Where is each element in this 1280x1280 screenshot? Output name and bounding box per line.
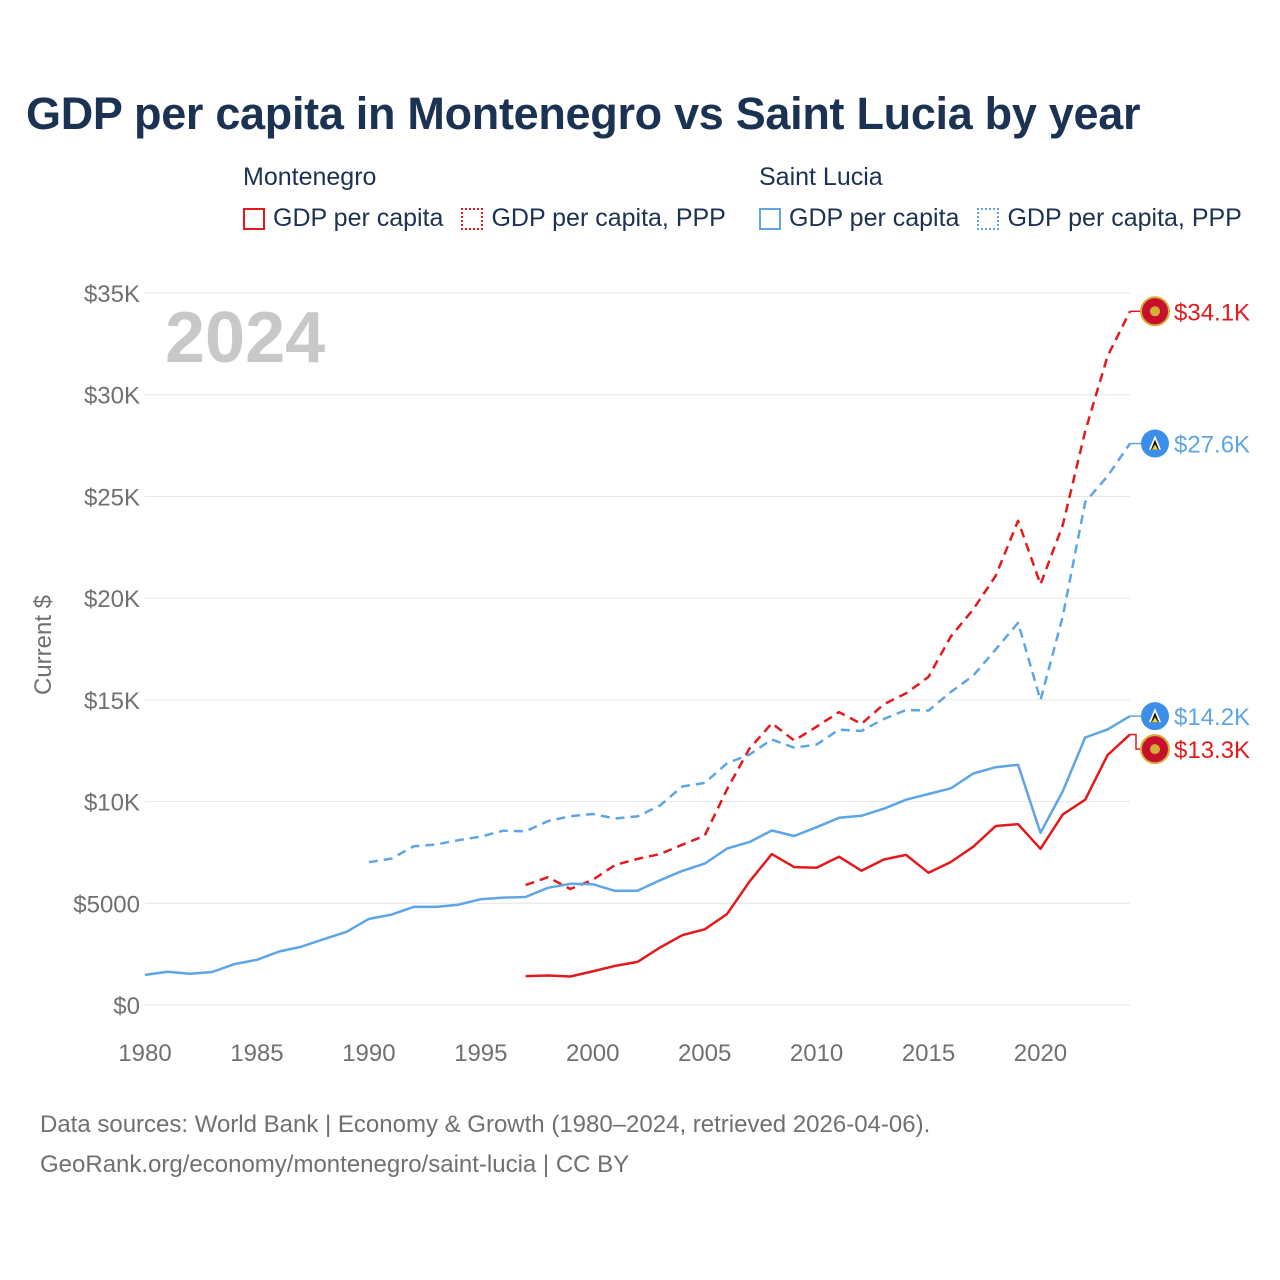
legend-item-montenegro-gdp-ppp[interactable]: GDP per capita, PPP [461,204,726,233]
legend-group-saint-lucia: Saint Lucia GDP per capita GDP per capit… [759,160,1260,233]
legend-label: GDP per capita, PPP [491,204,726,232]
y-tick-label: $25K [84,484,140,511]
montenegro-emblem-icon [1150,744,1160,755]
footer-attribution[interactable]: GeoRank.org/economy/montenegro/saint-luc… [40,1151,630,1178]
y-tick-label: $10K [84,790,140,817]
series-line-1 [525,310,1132,891]
x-tick-label: 2000 [566,1040,619,1067]
x-tick-label: 2010 [790,1040,843,1067]
y-tick-label: $35K [84,281,140,308]
x-tick-label: 2015 [902,1040,955,1067]
end-value-label: $27.6K [1174,432,1250,459]
x-tick-label: 1990 [342,1040,395,1067]
legend-item-saint-lucia-gdp[interactable]: GDP per capita [759,204,959,233]
x-tick-label: 2020 [1014,1040,1067,1067]
solid-line-swatch-icon [243,207,265,230]
x-tick-label: 1985 [230,1040,283,1067]
legend-group-name: Saint Lucia [759,163,883,191]
dotted-line-swatch-icon [977,207,1000,230]
legend-group-montenegro: Montenegro GDP per capita GDP per capita… [243,160,744,233]
y-tick-label: $15K [84,688,140,715]
montenegro-emblem-icon [1150,306,1160,317]
legend-item-saint-lucia-gdp-ppp[interactable]: GDP per capita, PPP [977,204,1242,233]
chart-title: GDP per capita in Montenegro vs Saint Lu… [26,88,1141,139]
end-value-label: $14.2K [1174,704,1250,731]
legend-item-montenegro-gdp[interactable]: GDP per capita [243,204,443,233]
y-tick-label: $20K [84,586,140,613]
series-line-3 [368,442,1132,864]
x-tick-label: 1980 [118,1040,171,1067]
series-line-0 [525,733,1131,978]
saint-lucia-gold-triangle-icon [1152,444,1158,450]
legend-label: GDP per capita [273,204,444,232]
x-tick-label: 2005 [678,1040,731,1067]
series-line-2 [144,715,1131,977]
dotted-line-swatch-icon [461,207,484,230]
end-label-connector [1130,733,1142,750]
x-tick-label: 1995 [454,1040,507,1067]
footer: Data sources: World Bank | Economy & Gro… [40,1105,930,1185]
y-axis-label: Current $ [30,595,57,695]
y-tick-label: $30K [84,383,140,410]
footer-sources: Data sources: World Bank | Economy & Gro… [40,1111,931,1138]
saint-lucia-gold-triangle-icon [1152,717,1158,723]
end-value-label: $34.1K [1174,299,1250,326]
solid-line-swatch-icon [759,207,781,230]
legend-label: GDP per capita [789,204,960,232]
y-tick-label: $0 [113,993,140,1020]
y-tick-label: $5000 [73,891,140,918]
legend-label: GDP per capita, PPP [1007,204,1242,232]
end-value-label: $13.3K [1174,737,1250,764]
legend-group-name: Montenegro [243,163,377,191]
year-watermark: 2024 [165,298,325,378]
